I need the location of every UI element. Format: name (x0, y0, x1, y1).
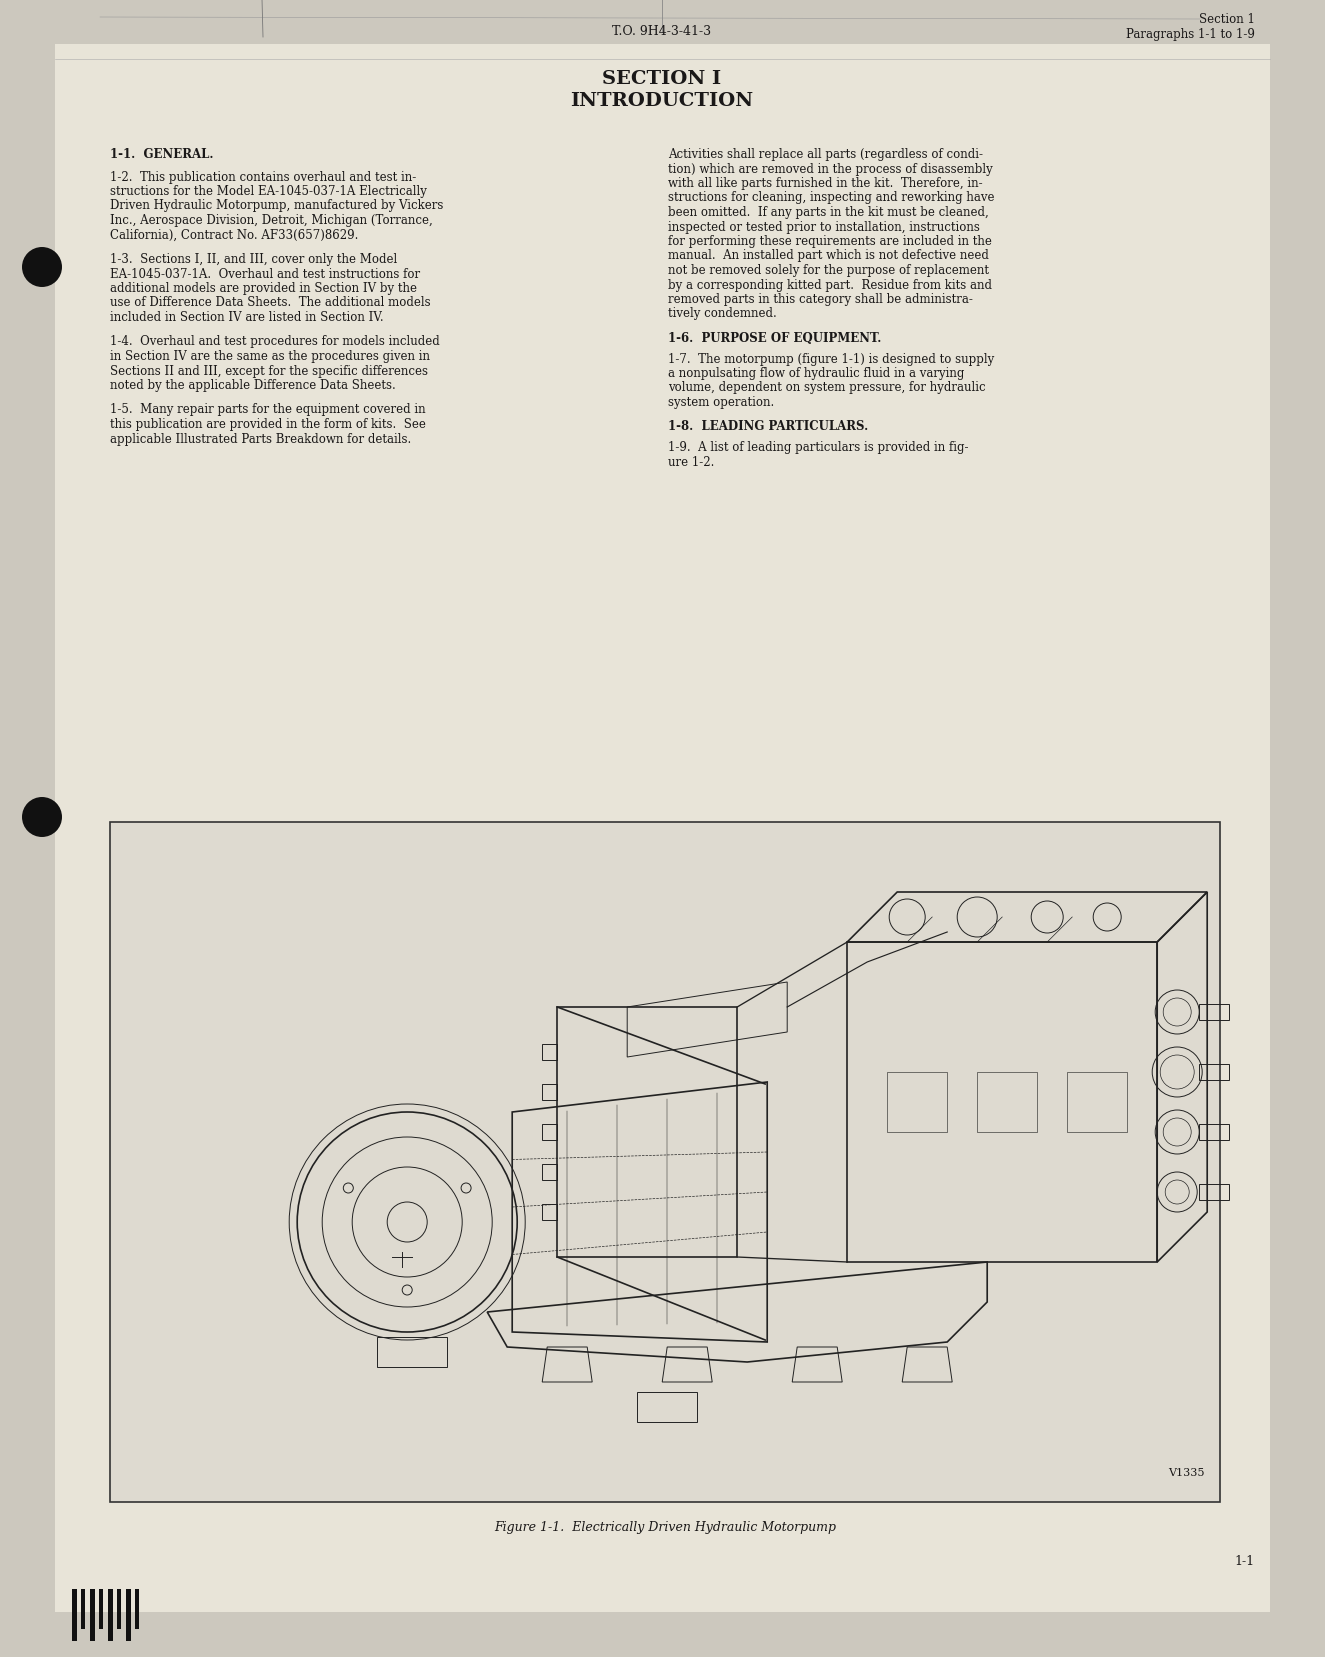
Bar (117, 1589, 121, 1629)
Text: manual.  An installed part which is not defective need: manual. An installed part which is not d… (668, 249, 988, 262)
Text: for performing these requirements are included in the: for performing these requirements are in… (668, 235, 992, 249)
Bar (542, 1125, 558, 1140)
Text: 1-8.  LEADING PARTICULARS.: 1-8. LEADING PARTICULARS. (668, 421, 868, 432)
Text: V1335: V1335 (1169, 1466, 1204, 1476)
Text: Section 1: Section 1 (1199, 13, 1255, 27)
Bar (888, 1072, 947, 1132)
Bar (1067, 1072, 1128, 1132)
Bar (542, 1044, 558, 1060)
Text: 1-2.  This publication contains overhaul and test in-: 1-2. This publication contains overhaul … (110, 171, 416, 184)
Bar (637, 1392, 697, 1422)
Text: 1-1: 1-1 (1235, 1554, 1255, 1568)
Bar (847, 943, 1157, 1263)
Text: use of Difference Data Sheets.  The additional models: use of Difference Data Sheets. The addit… (110, 297, 431, 310)
Bar (978, 1072, 1037, 1132)
Bar (542, 1165, 558, 1180)
Text: 1-6.  PURPOSE OF EQUIPMENT.: 1-6. PURPOSE OF EQUIPMENT. (668, 331, 881, 345)
Text: Figure 1-1.  Electrically Driven Hydraulic Motorpump: Figure 1-1. Electrically Driven Hydrauli… (494, 1519, 836, 1533)
Bar (1199, 1064, 1230, 1080)
Bar (90, 1589, 95, 1640)
Bar (81, 1589, 85, 1629)
Text: volume, dependent on system pressure, for hydraulic: volume, dependent on system pressure, fo… (668, 381, 986, 394)
Text: a nonpulsating flow of hydraulic fluid in a varying: a nonpulsating flow of hydraulic fluid i… (668, 366, 965, 379)
Text: Inc., Aerospace Division, Detroit, Michigan (Torrance,: Inc., Aerospace Division, Detroit, Michi… (110, 214, 433, 227)
Text: INTRODUCTION: INTRODUCTION (571, 91, 754, 109)
Text: applicable Illustrated Parts Breakdown for details.: applicable Illustrated Parts Breakdown f… (110, 432, 411, 446)
Bar (126, 1589, 131, 1640)
Bar (109, 1589, 113, 1640)
Text: with all like parts furnished in the kit.  Therefore, in-: with all like parts furnished in the kit… (668, 177, 983, 191)
Bar (542, 1205, 558, 1220)
Circle shape (23, 797, 62, 837)
Bar (1199, 1004, 1230, 1021)
Bar (558, 1007, 737, 1258)
Text: tively condemned.: tively condemned. (668, 307, 776, 320)
Bar (110, 822, 1220, 1503)
Text: 1-3.  Sections I, II, and III, cover only the Model: 1-3. Sections I, II, and III, cover only… (110, 254, 398, 265)
Text: included in Section IV are listed in Section IV.: included in Section IV are listed in Sec… (110, 312, 384, 323)
Text: Driven Hydraulic Motorpump, manufactured by Vickers: Driven Hydraulic Motorpump, manufactured… (110, 199, 444, 212)
Text: structions for cleaning, inspecting and reworking have: structions for cleaning, inspecting and … (668, 192, 995, 204)
Text: California), Contract No. AF33(657)8629.: California), Contract No. AF33(657)8629. (110, 229, 358, 242)
Text: Paragraphs 1-1 to 1-9: Paragraphs 1-1 to 1-9 (1126, 28, 1255, 41)
Text: been omitted.  If any parts in the kit must be cleaned,: been omitted. If any parts in the kit mu… (668, 205, 988, 219)
Text: 1-9.  A list of leading particulars is provided in fig-: 1-9. A list of leading particulars is pr… (668, 441, 969, 454)
Bar (72, 1589, 77, 1640)
Bar (135, 1589, 139, 1629)
Text: Sections II and III, except for the specific differences: Sections II and III, except for the spec… (110, 365, 428, 378)
Bar (99, 1589, 103, 1629)
Text: inspected or tested prior to installation, instructions: inspected or tested prior to installatio… (668, 220, 980, 234)
Text: system operation.: system operation. (668, 396, 774, 409)
Text: Activities shall replace all parts (regardless of condi-: Activities shall replace all parts (rega… (668, 147, 983, 161)
Text: EA-1045-037-1A.  Overhaul and test instructions for: EA-1045-037-1A. Overhaul and test instru… (110, 267, 420, 280)
Text: noted by the applicable Difference Data Sheets.: noted by the applicable Difference Data … (110, 379, 396, 391)
Text: not be removed solely for the purpose of replacement: not be removed solely for the purpose of… (668, 263, 988, 277)
Text: 1-4.  Overhaul and test procedures for models included: 1-4. Overhaul and test procedures for mo… (110, 335, 440, 348)
Text: ure 1-2.: ure 1-2. (668, 456, 714, 469)
Bar (1199, 1185, 1230, 1200)
Text: in Section IV are the same as the procedures given in: in Section IV are the same as the proced… (110, 350, 431, 363)
Text: 1-7.  The motorpump (figure 1-1) is designed to supply: 1-7. The motorpump (figure 1-1) is desig… (668, 353, 994, 365)
Bar (1199, 1125, 1230, 1140)
Text: tion) which are removed in the process of disassembly: tion) which are removed in the process o… (668, 162, 992, 176)
Text: additional models are provided in Section IV by the: additional models are provided in Sectio… (110, 282, 417, 295)
Text: T.O. 9H4-3-41-3: T.O. 9H4-3-41-3 (612, 25, 712, 38)
Text: removed parts in this category shall be administra-: removed parts in this category shall be … (668, 293, 973, 307)
Text: by a corresponding kitted part.  Residue from kits and: by a corresponding kitted part. Residue … (668, 278, 992, 292)
Text: 1-1.  GENERAL.: 1-1. GENERAL. (110, 147, 213, 161)
Text: 1-5.  Many repair parts for the equipment covered in: 1-5. Many repair parts for the equipment… (110, 403, 425, 416)
Bar (542, 1084, 558, 1100)
Text: this publication are provided in the form of kits.  See: this publication are provided in the for… (110, 418, 425, 431)
Text: structions for the Model EA-1045-037-1A Electrically: structions for the Model EA-1045-037-1A … (110, 186, 427, 197)
Circle shape (23, 249, 62, 288)
Text: SECTION I: SECTION I (603, 70, 722, 88)
